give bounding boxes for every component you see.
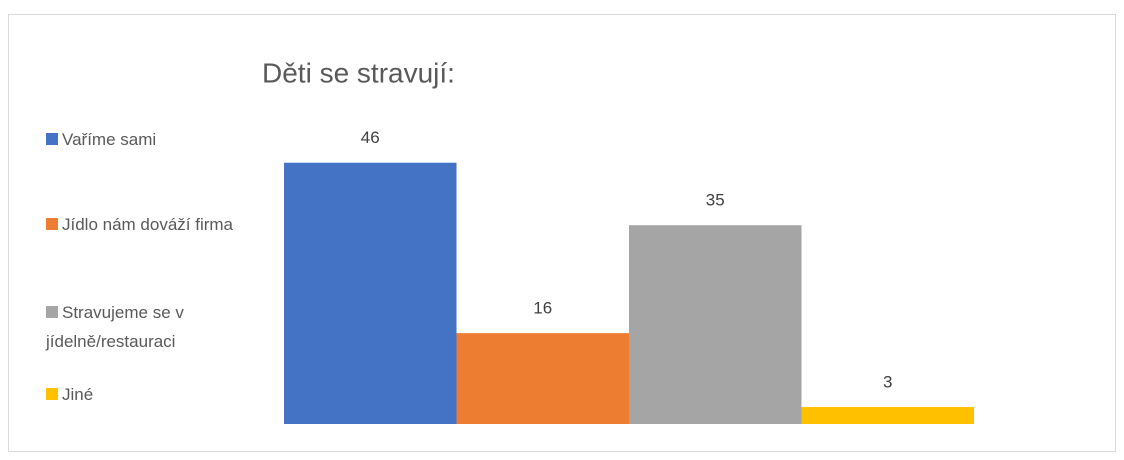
legend-label: Jídlo nám dováží firma	[62, 215, 234, 234]
chart-frame	[8, 14, 1116, 452]
bar	[284, 162, 457, 424]
legend-swatch	[46, 133, 58, 145]
legend-swatch	[46, 218, 58, 230]
bar	[456, 333, 629, 424]
legend-item: Jiné	[46, 380, 246, 409]
data-label: 16	[533, 299, 552, 318]
legend-item: Jídlo nám dováží firma	[46, 210, 246, 239]
data-label: 35	[706, 191, 725, 210]
legend-label: Jiné	[62, 385, 94, 404]
data-label: 3	[883, 372, 892, 391]
legend-label: Stravujeme se v jídelně/restauraci	[46, 303, 184, 351]
data-label: 46	[361, 128, 380, 147]
legend-label: Vaříme sami	[62, 130, 157, 149]
bar	[629, 225, 802, 424]
legend-item: Vaříme sami	[46, 125, 246, 154]
chart-title: Děti se stravují:	[262, 57, 455, 88]
legend-swatch	[46, 388, 58, 400]
legend-swatch	[46, 306, 58, 318]
legend-item: Stravujeme se v jídelně/restauraci	[46, 298, 246, 356]
bar	[801, 406, 974, 424]
